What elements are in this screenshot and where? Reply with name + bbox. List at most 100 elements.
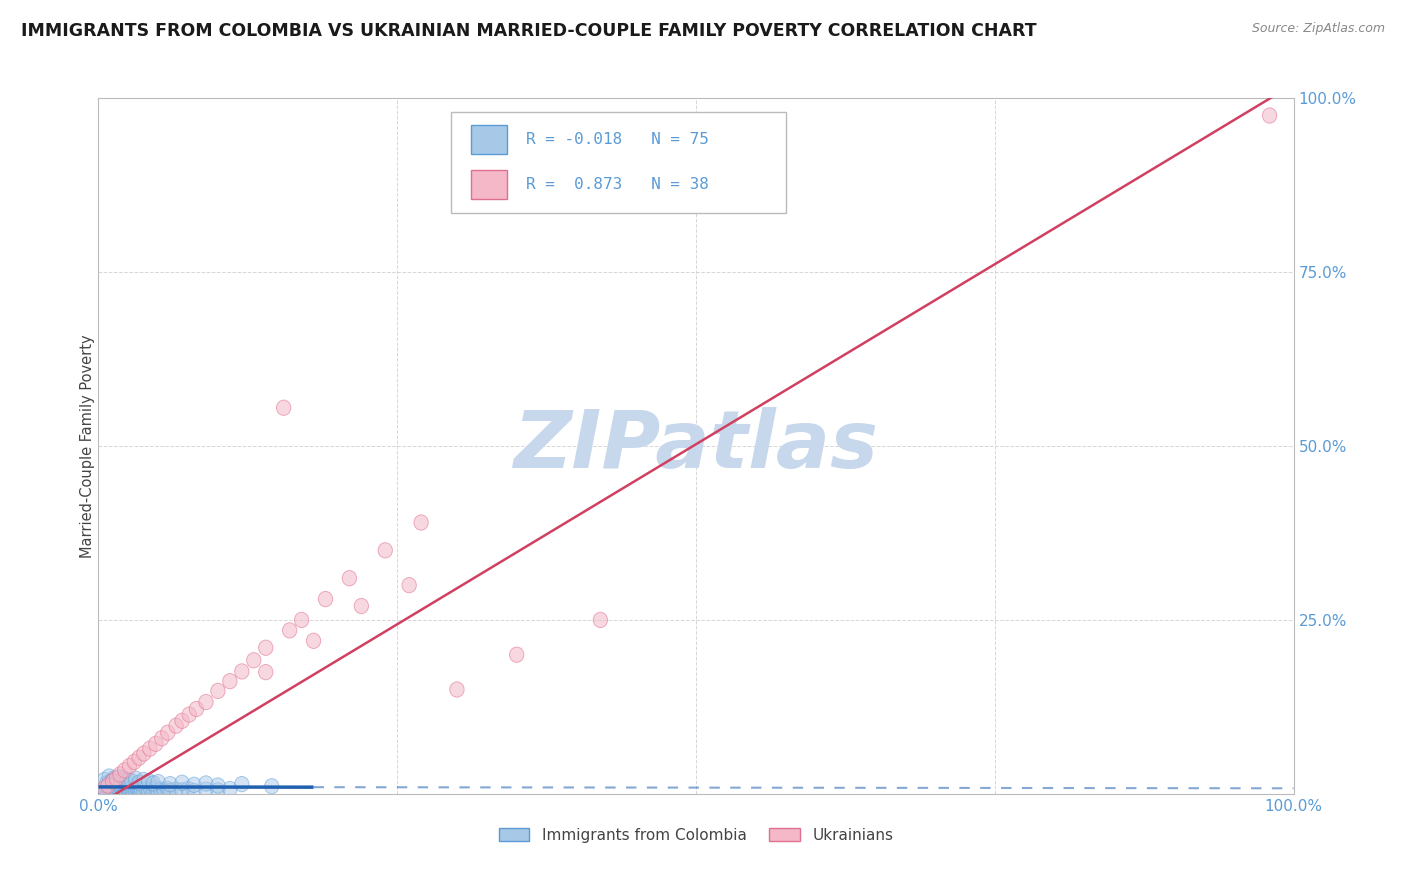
Ellipse shape [174,714,190,729]
Ellipse shape [124,781,138,797]
Ellipse shape [169,718,183,733]
Ellipse shape [136,772,150,788]
Ellipse shape [264,779,278,794]
Ellipse shape [108,781,122,797]
Ellipse shape [509,647,524,663]
Ellipse shape [246,653,262,668]
Ellipse shape [115,782,129,797]
Y-axis label: Married-Couple Family Poverty: Married-Couple Family Poverty [80,334,94,558]
Ellipse shape [283,623,297,638]
Ellipse shape [187,783,201,798]
Ellipse shape [121,782,135,797]
Ellipse shape [160,781,174,797]
Ellipse shape [222,673,238,689]
Ellipse shape [294,612,309,628]
Ellipse shape [235,664,249,679]
Ellipse shape [150,783,166,798]
Ellipse shape [169,782,183,797]
Ellipse shape [110,775,124,790]
Ellipse shape [157,783,172,798]
Ellipse shape [198,782,214,797]
Ellipse shape [101,778,115,793]
Ellipse shape [103,781,117,797]
Ellipse shape [450,681,464,698]
Ellipse shape [211,783,225,798]
Ellipse shape [107,783,121,798]
Ellipse shape [105,782,120,797]
Ellipse shape [114,773,128,789]
Ellipse shape [342,571,357,586]
Ellipse shape [131,783,145,798]
Ellipse shape [136,746,150,761]
Ellipse shape [107,771,121,786]
Ellipse shape [142,783,156,798]
Ellipse shape [118,781,132,797]
Ellipse shape [142,741,157,756]
Ellipse shape [146,776,160,791]
Ellipse shape [122,783,136,798]
Ellipse shape [103,780,118,796]
Ellipse shape [198,694,214,710]
Ellipse shape [135,782,149,797]
Ellipse shape [111,780,125,796]
Text: ZIPatlas: ZIPatlas [513,407,879,485]
FancyBboxPatch shape [471,169,508,199]
Ellipse shape [277,401,291,416]
Ellipse shape [128,771,142,786]
Ellipse shape [105,773,120,789]
Ellipse shape [110,771,124,786]
Ellipse shape [117,783,131,798]
Ellipse shape [146,783,160,798]
FancyBboxPatch shape [471,125,508,153]
Text: R =  0.873   N = 38: R = 0.873 N = 38 [526,177,709,192]
Ellipse shape [125,773,139,789]
Ellipse shape [153,782,167,797]
Ellipse shape [150,774,166,789]
Ellipse shape [112,767,127,782]
Ellipse shape [149,780,163,796]
Ellipse shape [127,784,141,799]
Ellipse shape [307,633,321,648]
Ellipse shape [149,736,163,751]
Ellipse shape [378,542,392,558]
Ellipse shape [139,781,153,797]
Ellipse shape [155,731,169,746]
Ellipse shape [98,784,112,799]
Ellipse shape [125,783,139,798]
Ellipse shape [111,770,127,785]
Ellipse shape [127,755,142,770]
Legend: Immigrants from Colombia, Ukrainians: Immigrants from Colombia, Ukrainians [492,822,900,849]
Ellipse shape [211,778,225,793]
Ellipse shape [100,776,114,791]
Ellipse shape [104,773,118,789]
Ellipse shape [118,774,134,789]
Ellipse shape [127,782,142,797]
Ellipse shape [318,591,333,607]
Ellipse shape [129,780,143,796]
Ellipse shape [136,783,150,798]
Ellipse shape [121,772,135,788]
Text: IMMIGRANTS FROM COLOMBIA VS UKRAINIAN MARRIED-COUPLE FAMILY POVERTY CORRELATION : IMMIGRANTS FROM COLOMBIA VS UKRAINIAN MA… [21,22,1036,40]
Ellipse shape [112,783,127,798]
Ellipse shape [110,783,124,798]
Ellipse shape [132,781,146,797]
Ellipse shape [181,781,195,797]
Ellipse shape [118,763,132,778]
Ellipse shape [187,777,201,792]
Ellipse shape [97,780,111,796]
Ellipse shape [198,776,214,791]
Ellipse shape [128,783,142,798]
Ellipse shape [163,776,177,792]
Ellipse shape [103,769,117,784]
Ellipse shape [111,782,127,797]
Ellipse shape [103,783,118,798]
Ellipse shape [222,781,238,797]
Ellipse shape [142,773,156,789]
FancyBboxPatch shape [451,112,786,213]
Ellipse shape [100,782,114,797]
Ellipse shape [174,783,190,798]
Ellipse shape [160,725,174,740]
Text: R = -0.018   N = 75: R = -0.018 N = 75 [526,132,709,146]
Ellipse shape [1263,108,1277,123]
Ellipse shape [183,706,197,723]
